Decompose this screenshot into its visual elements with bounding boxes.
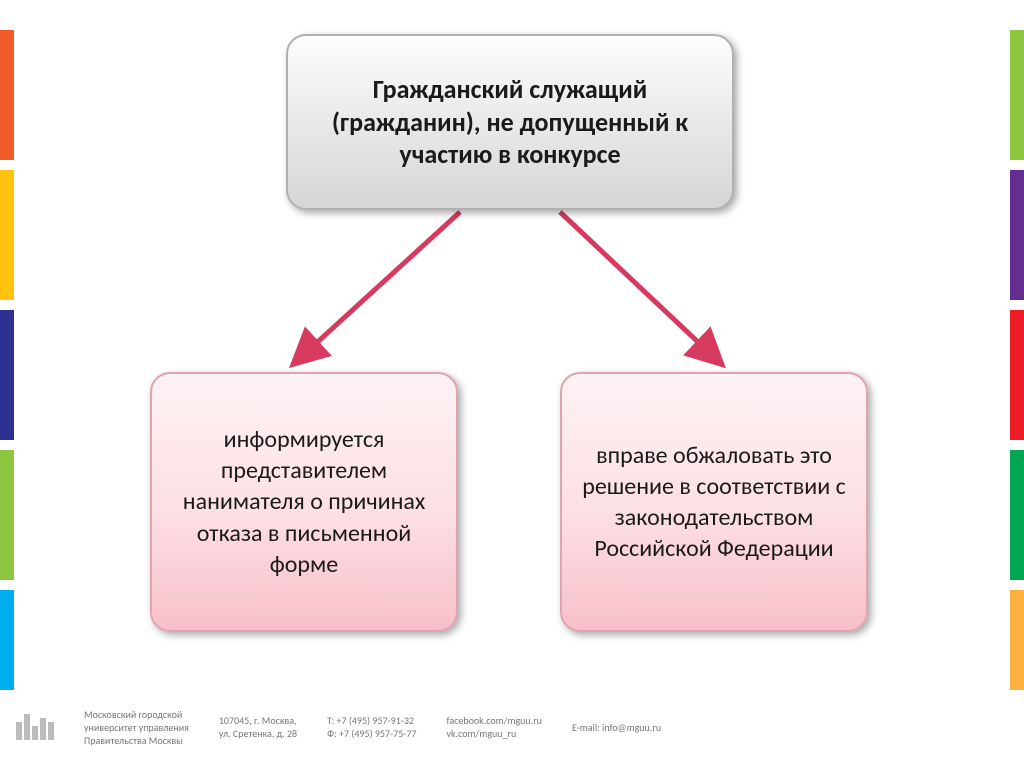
slide-canvas: Гражданский служащий (гражданин), не доп…	[0, 0, 1024, 767]
footer: Московский городской университет управле…	[0, 695, 1024, 767]
edge-right-4	[1010, 590, 1024, 690]
edge-right-3	[1010, 450, 1024, 580]
diagram-node-top: Гражданский служащий (гражданин), не доп…	[286, 34, 734, 210]
diagram-node-left-text: информируется представителем нанимателя …	[172, 424, 436, 580]
footer-org: Московский городской университет управле…	[84, 708, 189, 747]
diagram-node-left: информируется представителем нанимателя …	[150, 372, 458, 632]
footer-logo	[16, 714, 54, 740]
edge-left-3	[0, 450, 14, 580]
edge-right-0	[1010, 30, 1024, 160]
edge-left-1	[0, 170, 14, 300]
edge-left-2	[0, 310, 14, 440]
diagram-node-right: вправе обжаловать это решение в соответс…	[560, 372, 868, 632]
diagram-node-top-text: Гражданский служащий (гражданин), не доп…	[316, 73, 704, 171]
edge-right-1	[1010, 170, 1024, 300]
footer-address: 107045, г. Москва, ул. Сретенка, д. 28	[219, 714, 297, 740]
edge-right-2	[1010, 310, 1024, 440]
edge-left-4	[0, 590, 14, 690]
diagram-node-right-text: вправе обжаловать это решение в соответс…	[582, 440, 846, 565]
footer-phone: Т: +7 (495) 957-91-32 Ф: +7 (495) 957-75…	[327, 714, 416, 740]
edge-left-0	[0, 30, 14, 160]
footer-social: facebook.com/mguu.ru vk.com/mguu_ru	[446, 714, 541, 740]
footer-email: E-mail: info@mguu.ru	[572, 721, 661, 734]
